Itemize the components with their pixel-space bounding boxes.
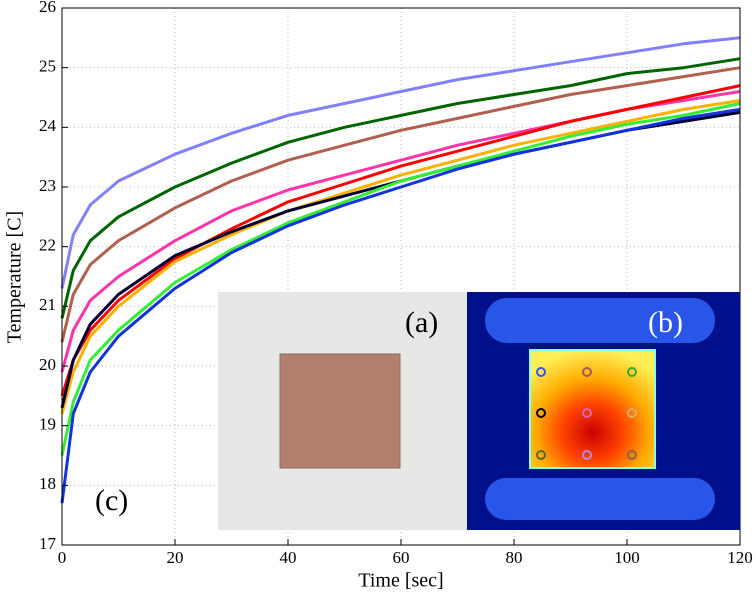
- series-line: [60, 102, 741, 456]
- thermal-band: [485, 478, 715, 520]
- series-line: [60, 57, 741, 319]
- series-line: [60, 107, 741, 504]
- series-line: [60, 36, 741, 289]
- x-tick-label: 120: [727, 548, 753, 567]
- y-tick-label: 24: [39, 116, 57, 135]
- series-line: [60, 66, 741, 343]
- annotation: (b): [648, 306, 683, 339]
- plot-area: [60, 7, 741, 546]
- y-tick-label: 26: [39, 0, 56, 16]
- x-tick-label: 80: [506, 548, 523, 567]
- x-tick-label: 40: [280, 548, 297, 567]
- thermal-band: [485, 298, 715, 343]
- y-tick-label: 18: [39, 474, 56, 493]
- y-axis-label: Temperature [C]: [4, 211, 26, 343]
- x-tick-label: 60: [393, 548, 410, 567]
- y-tick-label: 22: [39, 236, 56, 255]
- y-tick-label: 17: [39, 534, 57, 553]
- probe-markers: [536, 367, 637, 460]
- series-line: [60, 99, 741, 415]
- thermal-sample: [529, 349, 656, 469]
- x-tick-label: 0: [58, 548, 67, 567]
- tissue-sample: [279, 353, 401, 469]
- inset-thermal: [467, 292, 740, 530]
- y-tick-label: 21: [39, 295, 56, 314]
- y-tick-label: 19: [39, 415, 56, 434]
- x-tick-label: 20: [167, 548, 184, 567]
- x-tick-label: 100: [614, 548, 640, 567]
- inset-photo: [218, 292, 467, 530]
- y-tick-label: 25: [39, 57, 56, 76]
- annotation: (c): [95, 484, 128, 517]
- annotation: (a): [405, 306, 438, 339]
- y-tick-label: 23: [39, 176, 56, 195]
- x-axis-label: Time [sec]: [358, 570, 443, 592]
- y-tick-label: 20: [39, 355, 56, 374]
- series-line: [60, 84, 741, 397]
